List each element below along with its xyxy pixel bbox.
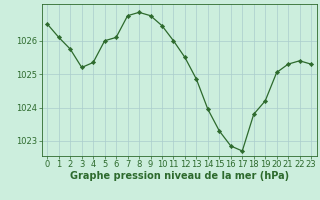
X-axis label: Graphe pression niveau de la mer (hPa): Graphe pression niveau de la mer (hPa) [70, 171, 289, 181]
